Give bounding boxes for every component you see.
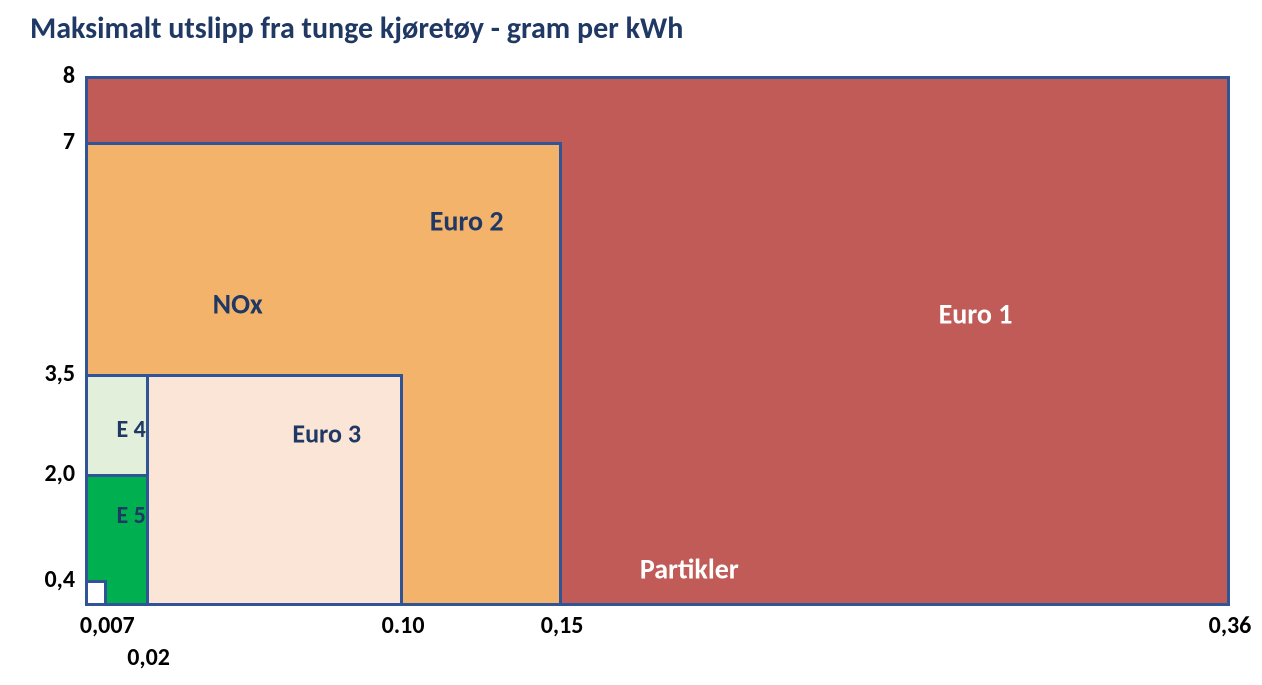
y-tick-7: 7: [63, 130, 75, 154]
x-tick-0-007: 0,007: [80, 614, 135, 638]
y-tick-3-5: 3,5: [44, 362, 75, 386]
y-tick-8: 8: [63, 64, 75, 88]
x-tick-0-1: 0.10: [382, 614, 425, 638]
y-tick-2: 2,0: [44, 462, 75, 486]
box-euro6: [85, 580, 107, 607]
box-label-euro2: Euro 2: [430, 206, 504, 237]
nox-label: NOx: [213, 289, 263, 320]
page: Maksimalt utslipp fra tunge kjøretøy - g…: [0, 0, 1262, 685]
x-tick-0-36: 0,36: [1209, 614, 1252, 638]
x-tick-0-15: 0,15: [541, 614, 584, 638]
x-tick-0-02: 0,02: [127, 646, 170, 670]
y-tick-0-4: 0,4: [44, 568, 75, 592]
box-label-euro3: Euro 3: [292, 419, 361, 448]
partikler-label: Partikler: [640, 554, 739, 585]
box-label-euro1: Euro 1: [939, 299, 1013, 330]
box-label-euro5: E 5: [116, 503, 145, 529]
box-label-euro4: E 4: [116, 417, 145, 443]
chart-title: Maksimalt utslipp fra tunge kjøretøy - g…: [30, 10, 683, 47]
plot-area: Euro 1 Euro 2 Euro 3 E 4 E 5 NOx Partikler: [85, 76, 1230, 606]
